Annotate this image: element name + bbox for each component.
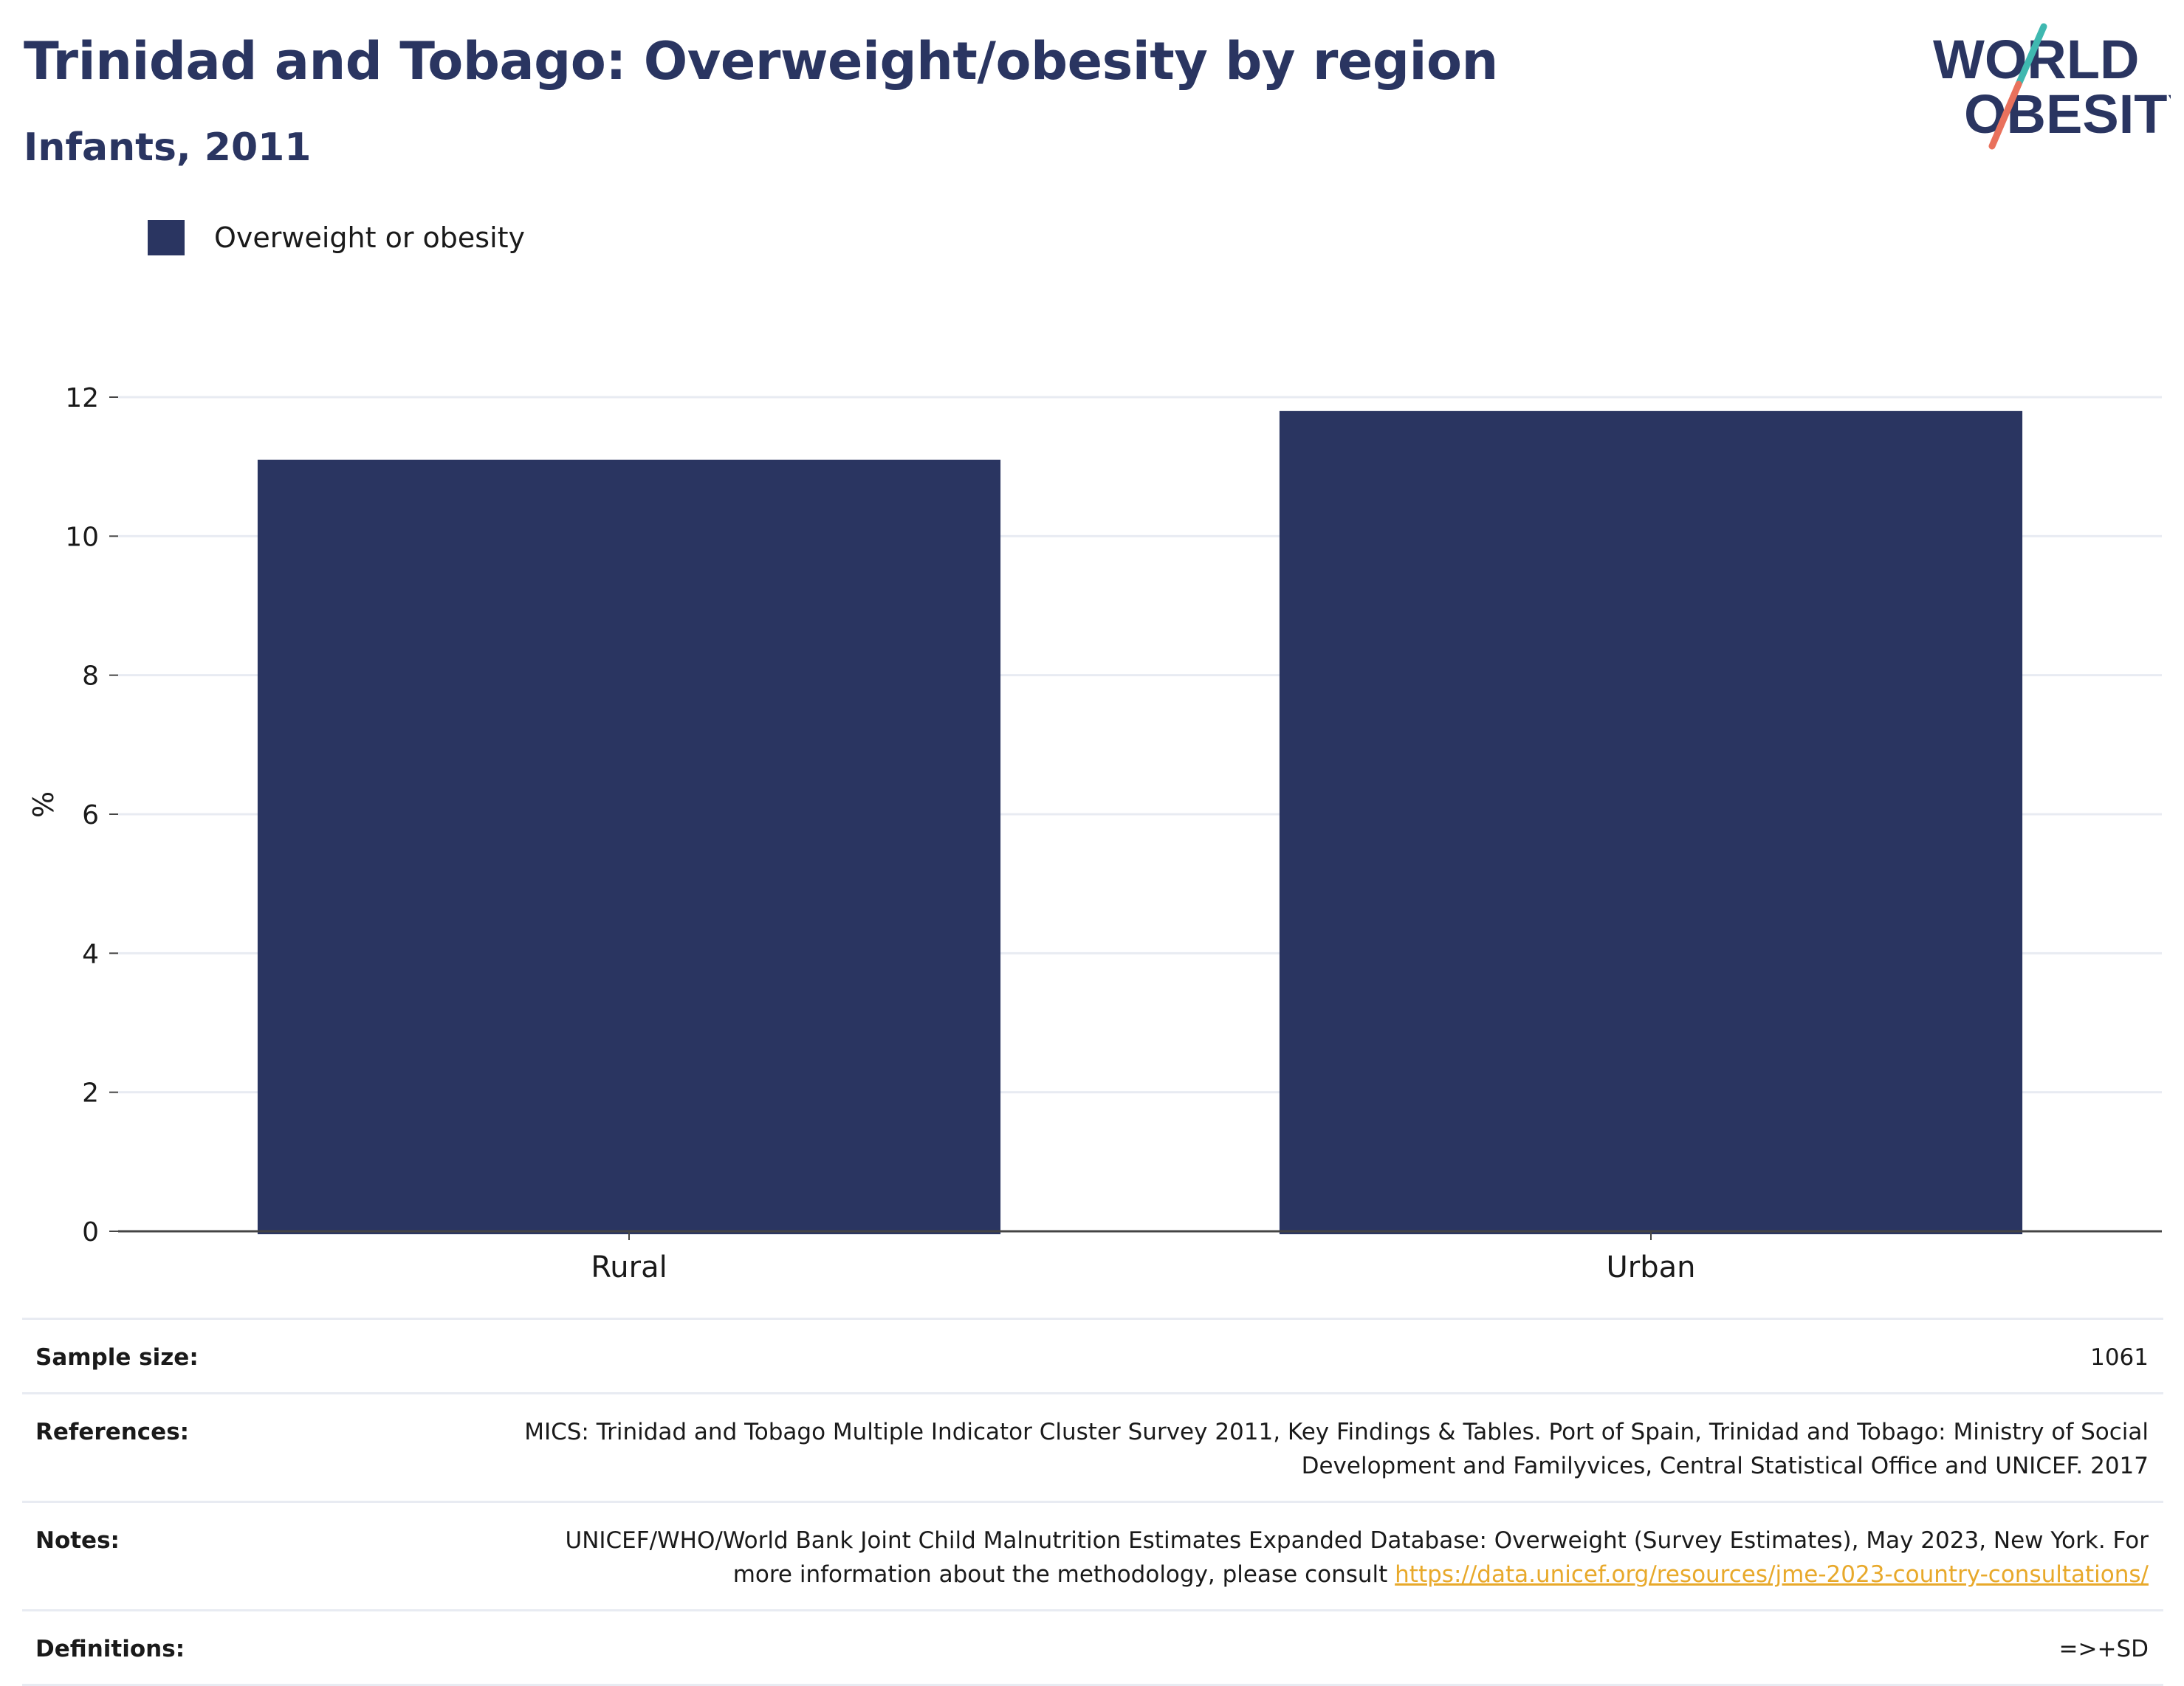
- definitions-label: Definitions:: [35, 1636, 185, 1662]
- notes-value: UNICEF/WHO/World Bank Joint Child Malnut…: [524, 1524, 2149, 1592]
- references-row: References: MICS: Trinidad and Tobago Mu…: [22, 1392, 2163, 1501]
- definitions-row: Definitions: =>+SD: [22, 1609, 2163, 1686]
- y-tick-label: 2: [82, 1078, 99, 1109]
- x-tick-label: Urban: [1607, 1250, 1696, 1284]
- world-obesity-logo[interactable]: WORLD OBESITY: [1920, 21, 2171, 161]
- bar-urban[interactable]: [1279, 410, 2023, 1235]
- y-tick-label: 4: [82, 939, 99, 969]
- bars: [257, 410, 2023, 1235]
- y-tick-label: 6: [82, 800, 99, 830]
- legend-label: Overweight or obesity: [214, 221, 526, 254]
- references-label: References:: [35, 1419, 190, 1445]
- y-tick-label: 12: [65, 383, 99, 413]
- chart-title: Trinidad and Tobago: Overweight/obesity …: [24, 31, 1498, 92]
- notes-text: UNICEF/WHO/World Bank Joint Child Malnut…: [565, 1527, 2149, 1588]
- y-tick-label: 10: [65, 522, 99, 552]
- definitions-value: =>+SD: [2058, 1636, 2149, 1662]
- axes: 0 2 4 6 8 10 12 Rural Urban: [65, 383, 2162, 1284]
- legend-swatch: [148, 220, 185, 255]
- chart-subtitle: Infants, 2011: [24, 125, 312, 170]
- y-tick-label: 8: [82, 661, 99, 692]
- info-table: Sample size: 1061 References: MICS: Trin…: [22, 1318, 2163, 1686]
- bar-chart: 0 2 4 6 8 10 12 Rural Urban %: [27, 383, 2162, 1284]
- logo-slash-teal: [2015, 23, 2047, 88]
- sample-size-row: Sample size: 1061: [22, 1318, 2163, 1392]
- logo-slash-coral: [1988, 80, 2022, 150]
- bar-rural[interactable]: [257, 459, 1001, 1234]
- sample-size-value: 1061: [2090, 1344, 2149, 1371]
- x-tick-label: Rural: [591, 1250, 667, 1284]
- references-value: MICS: Trinidad and Tobago Multiple Indic…: [524, 1419, 2149, 1479]
- notes-link[interactable]: https://data.unicef.org/resources/jme-20…: [1395, 1561, 2149, 1588]
- sample-size-label: Sample size:: [35, 1344, 199, 1371]
- notes-label: Notes:: [35, 1527, 120, 1554]
- chart-legend: Overweight or obesity: [148, 220, 525, 255]
- notes-row: Notes: UNICEF/WHO/World Bank Joint Child…: [22, 1501, 2163, 1609]
- y-axis-label: %: [27, 791, 60, 818]
- y-tick-label: 0: [82, 1217, 99, 1248]
